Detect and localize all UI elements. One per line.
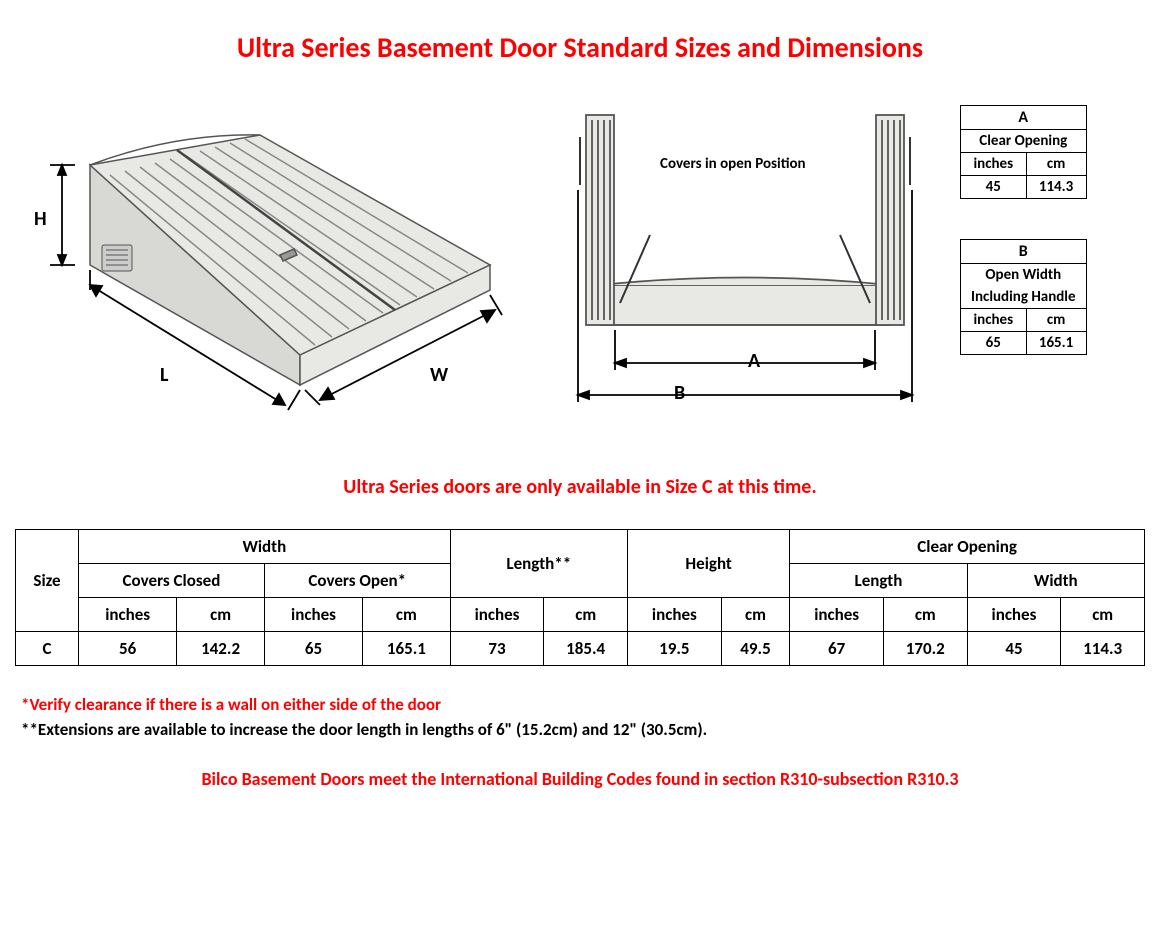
diagrams-row: H L W Covers in open Position xyxy=(15,105,1145,425)
table-b-col1: inches xyxy=(961,309,1027,332)
table-a: A Clear Opening inches cm 45 114.3 xyxy=(960,105,1087,199)
cell: 56 xyxy=(79,632,177,666)
unit-inches: inches xyxy=(264,598,362,632)
unit-cm: cm xyxy=(177,598,265,632)
table-a-letter: A xyxy=(961,106,1087,130)
unit-inches: inches xyxy=(627,598,721,632)
label-l: L xyxy=(160,363,168,387)
unit-cm: cm xyxy=(544,598,628,632)
table-a-col1: inches xyxy=(961,153,1027,176)
cell-size: C xyxy=(16,632,79,666)
unit-inches: inches xyxy=(450,598,544,632)
table-b-val2: 165.1 xyxy=(1026,332,1086,355)
unit-inches: inches xyxy=(790,598,884,632)
table-b-label1: Open Width xyxy=(961,264,1087,287)
main-title: Ultra Series Basement Door Standard Size… xyxy=(15,30,1145,65)
table-b-col2: cm xyxy=(1026,309,1086,332)
bottom-note: Bilco Basement Doors meet the Internatio… xyxy=(15,768,1145,790)
unit-inches: inches xyxy=(967,598,1061,632)
unit-cm: cm xyxy=(1061,598,1145,632)
cell: 49.5 xyxy=(721,632,790,666)
table-b-val1: 65 xyxy=(961,332,1027,355)
unit-cm: cm xyxy=(721,598,790,632)
cell: 73 xyxy=(450,632,544,666)
hdr-size: Size xyxy=(16,530,79,632)
cell: 65 xyxy=(264,632,362,666)
side-tables: A Clear Opening inches cm 45 114.3 B Ope… xyxy=(960,105,1087,355)
unit-inches: inches xyxy=(79,598,177,632)
table-a-col2: cm xyxy=(1026,153,1086,176)
table-row: C 56 142.2 65 165.1 73 185.4 19.5 49.5 6… xyxy=(16,632,1145,666)
unit-cm: cm xyxy=(884,598,968,632)
cell: 114.3 xyxy=(1061,632,1145,666)
open-caption: Covers in open Position xyxy=(660,155,806,173)
footnote-1: *Verify clearance if there is a wall on … xyxy=(15,694,1145,715)
hdr-covers-open: Covers Open* xyxy=(264,564,450,598)
open-door-svg xyxy=(550,105,930,425)
hdr-co-length: Length xyxy=(790,564,967,598)
table-a-val1: 45 xyxy=(961,176,1027,199)
cell: 142.2 xyxy=(177,632,265,666)
cell: 45 xyxy=(967,632,1061,666)
hdr-co-width: Width xyxy=(967,564,1144,598)
hdr-covers-closed: Covers Closed xyxy=(79,564,265,598)
hdr-height: Height xyxy=(627,530,789,598)
cell: 170.2 xyxy=(884,632,968,666)
unit-cm: cm xyxy=(363,598,451,632)
footnote-2: **Extensions are available to increase t… xyxy=(15,719,1145,740)
label-b: B xyxy=(674,381,685,405)
label-h: H xyxy=(34,207,47,231)
cell: 185.4 xyxy=(544,632,628,666)
label-w: W xyxy=(430,363,448,387)
table-b: B Open Width Including Handle inches cm … xyxy=(960,239,1087,355)
diagram-closed-door: H L W xyxy=(20,105,520,425)
hdr-width: Width xyxy=(79,530,451,564)
hdr-clear-opening: Clear Opening xyxy=(790,530,1145,564)
table-a-val2: 114.3 xyxy=(1026,176,1086,199)
label-a: A xyxy=(748,349,760,373)
table-b-label2: Including Handle xyxy=(961,286,1087,309)
hdr-length: Length** xyxy=(450,530,627,598)
diagram-open-door: Covers in open Position xyxy=(550,105,930,425)
cell: 165.1 xyxy=(363,632,451,666)
table-a-label: Clear Opening xyxy=(961,130,1087,153)
main-dimensions-table: Size Width Length** Height Clear Opening… xyxy=(15,529,1145,666)
cell: 19.5 xyxy=(627,632,721,666)
cell: 67 xyxy=(790,632,884,666)
table-b-letter: B xyxy=(961,240,1087,264)
subtitle: Ultra Series doors are only available in… xyxy=(15,475,1145,499)
